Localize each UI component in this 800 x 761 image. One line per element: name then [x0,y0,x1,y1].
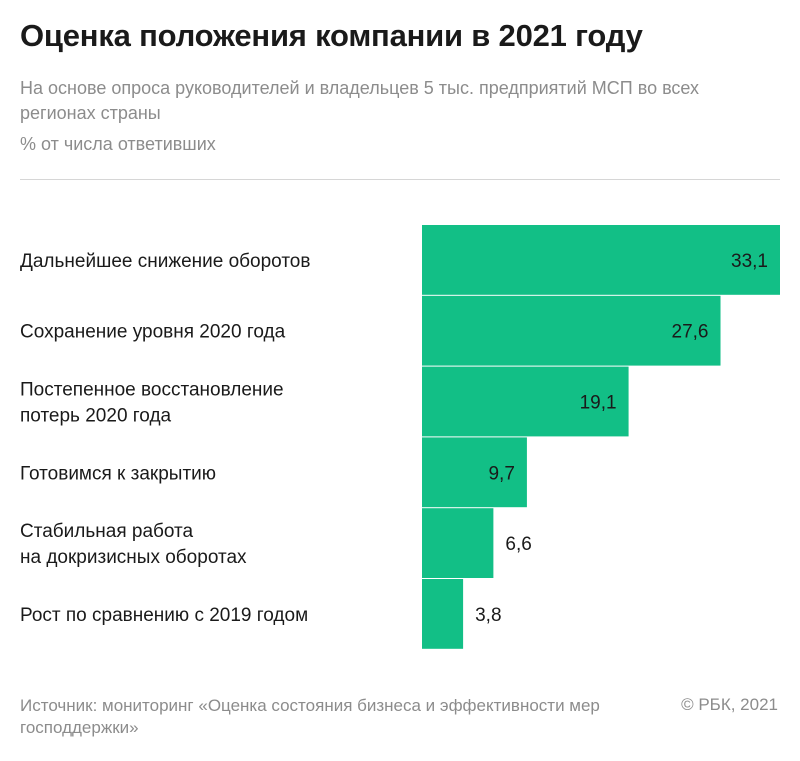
value-label-3: 9,7 [488,463,514,484]
bar-4 [422,508,494,578]
copyright: © РБК, 2021 [681,695,778,714]
chart-subtitle: На основе опроса руководителей и владель… [20,78,700,123]
source-note: Источник: мониторинг «Оценка состояния б… [20,696,600,737]
bar-5 [422,579,464,649]
category-label-5: Рост по сравнению с 2019 годом [20,605,308,626]
value-label-5: 3,8 [475,605,501,626]
category-label-0: Дальнейшее снижение оборотов [20,251,310,272]
bar-1 [422,295,721,366]
category-label-2: Постепенное восстановление потерь 2020 го… [20,380,284,427]
unit-label: % от числа ответивших [20,134,216,154]
bar-2 [422,366,629,437]
category-label-4: Стабильная работа на докризисных оборотах [20,521,247,568]
bar-0 [422,225,780,295]
category-label-3: Готовимся к закрытию [20,463,216,484]
value-label-2: 19,1 [580,393,617,414]
category-label-1: Сохранение уровня 2020 года [20,322,286,343]
divider [20,179,780,180]
value-label-1: 27,6 [672,322,709,343]
value-label-0: 33,1 [731,251,768,272]
value-label-4: 6,6 [505,534,531,555]
bar-3 [422,437,527,508]
chart-title: Оценка положения компании в 2021 году [20,18,643,53]
